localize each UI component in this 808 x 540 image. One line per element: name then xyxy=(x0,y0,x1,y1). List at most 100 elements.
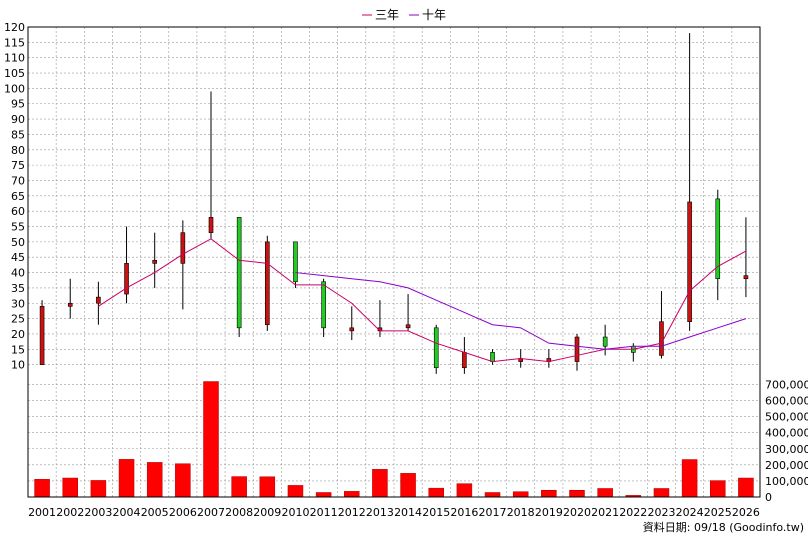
candle-body xyxy=(349,327,355,332)
volume-bar xyxy=(259,476,276,498)
x-tick-label: 2003 xyxy=(84,506,112,519)
volume-tick-label: 600,000 xyxy=(765,395,808,408)
price-panel xyxy=(39,33,749,374)
price-tick-label: 55 xyxy=(11,221,25,234)
grid xyxy=(27,26,761,498)
volume-tick-label: 400,000 xyxy=(765,427,808,440)
x-tick-label: 2012 xyxy=(338,506,366,519)
x-tick-label: 2009 xyxy=(253,506,281,519)
price-tick-label: 100 xyxy=(4,82,25,95)
volume-bar xyxy=(118,459,135,498)
price-tick-label: 25 xyxy=(11,313,25,326)
x-tick-label: 2019 xyxy=(535,506,563,519)
x-tick-label: 2018 xyxy=(507,506,535,519)
candle-body xyxy=(124,263,129,295)
volume-bar xyxy=(681,459,698,498)
x-tick-label: 2026 xyxy=(732,506,760,519)
x-tick-label: 2005 xyxy=(141,506,169,519)
volume-bar xyxy=(90,480,107,498)
volume-bar xyxy=(738,477,754,498)
price-tick-label: 15 xyxy=(11,343,25,356)
volume-bar xyxy=(597,488,613,498)
footer-source: 資料日期: 09/18 (Goodinfo.tw) xyxy=(643,520,804,534)
x-tick-label: 2024 xyxy=(676,506,704,519)
volume-bar xyxy=(175,463,191,498)
volume-bar xyxy=(400,473,416,498)
x-tick-label: 2002 xyxy=(56,506,84,519)
price-tick-label: 70 xyxy=(11,174,25,187)
price-tick-label: 60 xyxy=(11,205,25,218)
volume-bar xyxy=(710,480,726,498)
price-tick-label: 115 xyxy=(4,36,25,49)
candle-body xyxy=(574,336,580,362)
price-tick-label: 20 xyxy=(11,328,25,341)
volume-tick-label: 300,000 xyxy=(765,443,808,456)
price-tick-label: 80 xyxy=(11,144,25,157)
volume-bar xyxy=(653,488,670,498)
volume-bar xyxy=(287,485,304,498)
volume-bar xyxy=(315,492,332,498)
volume-bar xyxy=(372,469,388,498)
price-tick-label: 65 xyxy=(11,190,25,203)
volume-bar xyxy=(203,381,219,498)
candle-body xyxy=(687,201,692,322)
x-tick-label: 2011 xyxy=(310,506,338,519)
volume-bar xyxy=(231,476,247,498)
plot-frame xyxy=(27,26,761,498)
price-tick-label: 110 xyxy=(4,52,25,65)
volume-bar xyxy=(34,479,50,498)
candle-body xyxy=(67,302,73,307)
x-tick-label: 2007 xyxy=(197,506,225,519)
x-tick-label: 2025 xyxy=(704,506,732,519)
x-tick-label: 2021 xyxy=(591,506,619,519)
ma-10yr-line xyxy=(295,272,747,350)
candle-body xyxy=(39,306,45,365)
volume-bar xyxy=(62,477,78,498)
candle-body xyxy=(293,241,298,283)
x-tick-label: 2015 xyxy=(422,506,450,519)
x-tick-label: 2020 xyxy=(563,506,591,519)
candle-body xyxy=(152,259,157,264)
x-tick-label: 2014 xyxy=(394,506,422,519)
x-tick-label: 2010 xyxy=(281,506,309,519)
price-tick-label: 40 xyxy=(11,267,25,280)
volume-bar xyxy=(456,483,473,498)
volume-tick-label: 200,000 xyxy=(765,459,808,472)
x-tick-label: 2008 xyxy=(225,506,253,519)
volume-bar xyxy=(512,491,529,498)
candle-body xyxy=(208,217,214,233)
volume-tick-label: 0 xyxy=(765,491,772,504)
candle-body xyxy=(96,296,101,304)
candle-body xyxy=(490,352,495,362)
x-tick-label: 2017 xyxy=(479,506,507,519)
volume-tick-label: 700,000 xyxy=(765,378,808,391)
price-tick-label: 50 xyxy=(11,236,25,249)
price-tick-label: 30 xyxy=(11,297,25,310)
price-tick-label: 10 xyxy=(11,359,25,372)
volume-tick-label: 500,000 xyxy=(765,411,808,424)
volume-bar xyxy=(146,462,163,498)
candle-body xyxy=(743,275,749,280)
volume-bar xyxy=(344,491,360,498)
candle-body xyxy=(405,324,411,329)
price-tick-label: 120 xyxy=(4,21,25,34)
ma-3yr-line xyxy=(98,238,747,363)
volume-bar xyxy=(428,487,444,498)
volume-bar xyxy=(569,489,585,498)
candle-body xyxy=(265,241,270,326)
price-tick-label: 105 xyxy=(4,67,25,80)
x-tick-label: 2016 xyxy=(450,506,478,519)
price-tick-label: 75 xyxy=(11,159,25,172)
legend-10yr-label: 十年 xyxy=(422,8,446,22)
candle-body xyxy=(462,352,467,369)
price-tick-label: 95 xyxy=(11,98,25,111)
x-tick-label: 2023 xyxy=(647,506,675,519)
price-tick-label: 45 xyxy=(11,251,25,264)
legend-3yr-label: 三年 xyxy=(375,8,399,22)
candle-body xyxy=(602,336,608,347)
volume-bar xyxy=(541,489,557,498)
volume-bar xyxy=(484,492,501,498)
candle-body xyxy=(180,232,186,264)
chart-legend: 三年 十年 xyxy=(362,8,446,22)
